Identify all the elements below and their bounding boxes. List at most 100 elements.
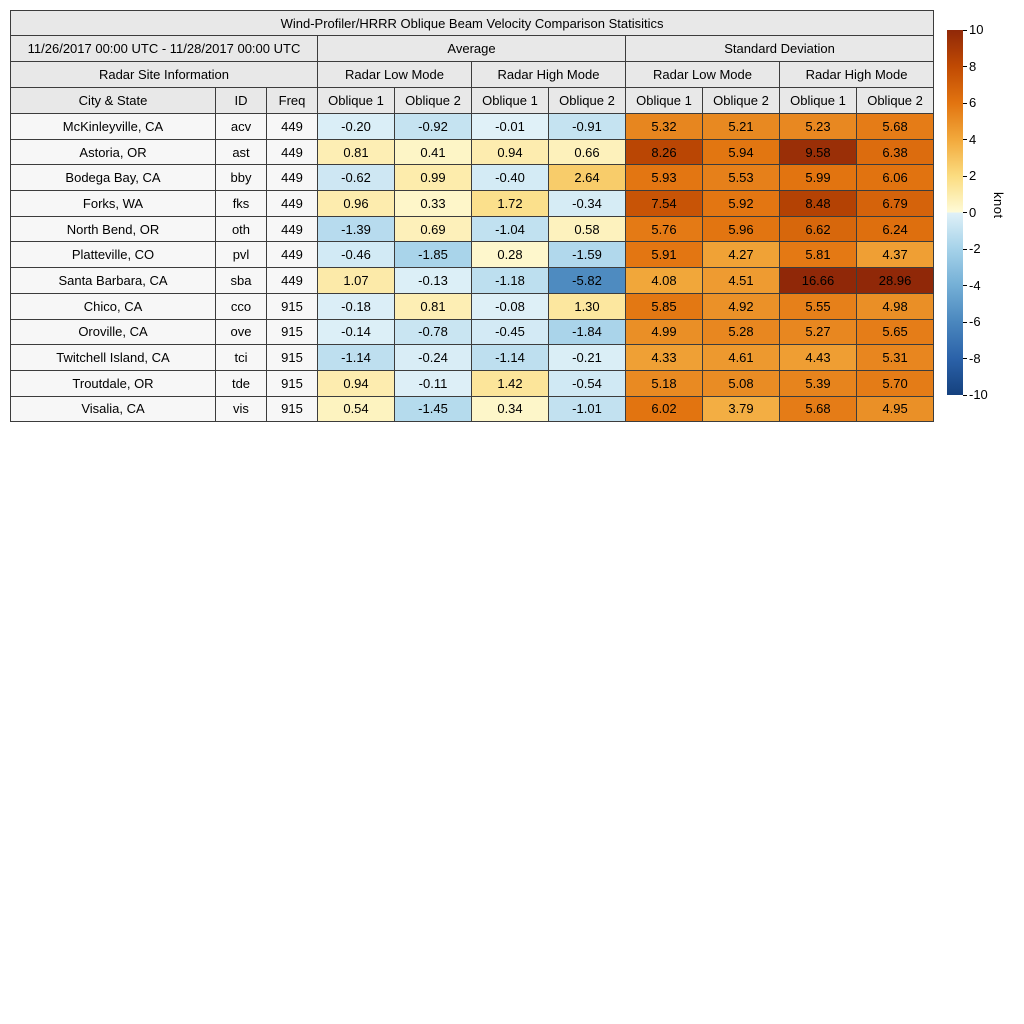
value-cell: 0.34: [471, 395, 549, 423]
colorbar-tick-label: 0: [969, 204, 977, 220]
value-cell: 6.06: [855, 164, 935, 192]
value-cell: 0.28: [471, 241, 549, 269]
city-cell: Santa Barbara, CA: [10, 267, 216, 294]
colorbar-tick-label: 2: [969, 168, 977, 183]
value-cell: 5.32: [625, 113, 703, 140]
value-cell: 1.42: [471, 369, 549, 397]
id-cell: ast: [215, 138, 267, 166]
oblique1-header: Oblique 1: [317, 87, 395, 114]
value-cell: 8.26: [625, 138, 703, 166]
value-cell: 5.92: [702, 190, 780, 217]
value-cell: -1.39: [317, 215, 395, 243]
table-title: Wind-Profiler/HRRR Oblique Beam Velocity…: [9, 10, 935, 36]
oblique2-header: Oblique 2: [394, 87, 472, 114]
colorbar-unit-label: knot: [991, 192, 1006, 219]
freq-cell: 915: [266, 292, 318, 320]
value-cell: -1.01: [548, 395, 626, 423]
value-cell: 7.54: [625, 190, 703, 217]
value-cell: -1.14: [317, 344, 395, 371]
date-range: 11/26/2017 00:00 UTC - 11/28/2017 00:00 …: [10, 35, 318, 62]
table-body: McKinleyville, CA acv 449 -0.20 -0.92 -0.01 -0…: [10, 113, 935, 423]
oblique2-header: Oblique 2: [855, 87, 935, 114]
city-cell: Oroville, CA: [10, 318, 216, 346]
value-cell: 5.68: [779, 395, 857, 423]
std-high-mode-header: Radar High Mode: [778, 61, 935, 88]
id-cell: tci: [215, 344, 267, 371]
city-cell: Platteville, CO: [10, 241, 216, 269]
stats-table: Wind-Profiler/HRRR Oblique Beam Velocity…: [9, 10, 935, 423]
value-cell: -0.01: [471, 113, 549, 140]
table-row: Oroville, CA ove 915 -0.14 -0.78 -0.45 -1.84 4.…: [10, 318, 935, 346]
table-row: Twitchell Island, CA tci 915 -1.14 -0.24 -1.1…: [10, 344, 935, 371]
id-cell: pvl: [215, 241, 267, 269]
colorbar-tick: [963, 175, 967, 177]
id-cell: vis: [215, 395, 267, 423]
value-cell: -0.54: [548, 369, 626, 397]
value-cell: 0.66: [548, 138, 626, 166]
value-cell: -0.18: [317, 292, 395, 320]
value-cell: 5.55: [779, 292, 857, 320]
colorbar-tick: [963, 66, 967, 67]
site-info-header: Radar Site Information: [10, 61, 318, 88]
value-cell: 5.31: [855, 344, 935, 371]
value-cell: -0.62: [317, 164, 395, 192]
value-cell: -0.34: [548, 190, 626, 217]
colorbar-tick-label: 4: [969, 131, 977, 147]
oblique2-header: Oblique 2: [702, 87, 780, 114]
value-cell: 4.37: [855, 241, 935, 269]
value-cell: 5.08: [702, 369, 780, 397]
freq-cell: 449: [266, 138, 318, 166]
value-cell: -1.04: [471, 215, 549, 243]
value-cell: 4.08: [625, 267, 703, 294]
std-low-mode-header: Radar Low Mode: [625, 61, 780, 88]
value-cell: 4.27: [702, 241, 780, 269]
group-header-average: Average: [317, 35, 626, 62]
value-cell: 5.28: [702, 318, 780, 346]
id-cell: cco: [215, 292, 267, 320]
value-cell: -1.14: [471, 344, 549, 371]
value-cell: 4.43: [779, 344, 857, 371]
value-cell: 6.38: [855, 138, 935, 166]
freq-cell: 449: [266, 215, 318, 243]
id-header: ID: [215, 87, 267, 114]
freq-cell: 915: [266, 344, 318, 371]
colorbar-tick-label: 8: [969, 58, 977, 74]
value-cell: 4.99: [625, 318, 703, 346]
colorbar-tick-label: -4: [969, 277, 981, 293]
value-cell: 0.94: [317, 369, 395, 397]
id-cell: sba: [215, 267, 267, 294]
colorbar-tick: [963, 321, 967, 323]
table-row: North Bend, OR oth 449 -1.39 0.69 -1.04 0.58 5.…: [10, 215, 935, 243]
value-cell: 0.94: [471, 138, 549, 166]
value-cell: 6.24: [855, 215, 935, 243]
table-row: Chico, CA cco 915 -0.18 0.81 -0.08 1.30 5.85 4.9…: [10, 292, 935, 320]
value-cell: 5.94: [702, 138, 780, 166]
city-cell: North Bend, OR: [10, 215, 216, 243]
value-cell: -0.14: [317, 318, 395, 346]
city-cell: Bodega Bay, CA: [10, 164, 216, 192]
value-cell: -1.85: [394, 241, 472, 269]
colorbar-gradient: [947, 30, 963, 395]
value-cell: 0.96: [317, 190, 395, 217]
colorbar-tick-label: -6: [969, 314, 981, 329]
value-cell: 0.81: [317, 138, 395, 166]
value-cell: -5.82: [548, 267, 626, 294]
value-cell: 8.48: [779, 190, 857, 217]
value-cell: 4.51: [702, 267, 780, 294]
colorbar-tick-label: -10: [969, 387, 988, 402]
value-cell: 4.95: [855, 395, 935, 423]
value-cell: -0.45: [471, 318, 549, 346]
value-cell: 5.96: [702, 215, 780, 243]
city-cell: Twitchell Island, CA: [10, 344, 216, 371]
city-cell: Visalia, CA: [10, 395, 216, 423]
value-cell: 1.07: [317, 267, 395, 294]
value-cell: 0.81: [394, 292, 472, 320]
colorbar-tick: [963, 248, 967, 250]
avg-high-mode-header: Radar High Mode: [471, 61, 626, 88]
value-cell: 3.79: [702, 395, 780, 423]
value-cell: -0.08: [471, 292, 549, 320]
value-cell: 4.92: [702, 292, 780, 320]
table-row: Santa Barbara, CA sba 449 1.07 -0.13 -1.18 -5.…: [10, 267, 935, 294]
group-header-std-dev: Standard Deviation: [624, 35, 935, 62]
value-cell: 0.54: [317, 395, 395, 423]
